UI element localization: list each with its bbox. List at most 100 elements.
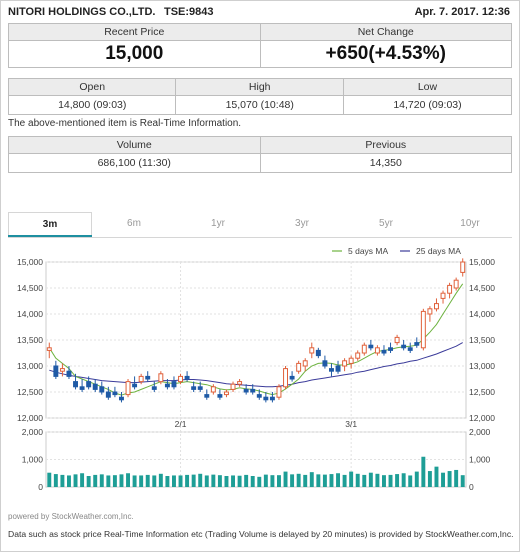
price-tick-label-left: 14,500: [17, 283, 43, 293]
candle-down: [263, 396, 269, 401]
tab-5yr[interactable]: 5yr: [379, 218, 393, 229]
net-change-label: Net Change: [259, 23, 512, 41]
candle-down: [401, 344, 407, 349]
tab-3m[interactable]: 3m: [8, 212, 92, 238]
candle-down: [407, 347, 413, 351]
price-tick-label-left: 12,500: [17, 387, 43, 397]
volume-bar: [132, 475, 137, 487]
price-tick-label-right: 13,000: [469, 361, 495, 371]
volume-bar: [329, 474, 334, 487]
volume-bar: [93, 474, 98, 487]
candle-down: [79, 386, 85, 390]
candle-up: [296, 362, 302, 372]
price-tick-label-right: 14,500: [469, 283, 495, 293]
quote-table: Recent Price Net Change 15,000 +650(+4.5…: [8, 23, 512, 68]
candle-down: [329, 368, 334, 372]
candle-down: [388, 347, 393, 351]
volume-bar: [362, 474, 367, 487]
candle-up: [427, 308, 433, 315]
candle-down: [315, 349, 321, 357]
volume-bar: [336, 473, 340, 487]
candle-down: [289, 375, 295, 380]
volume-bar: [434, 466, 439, 487]
volume-bar: [375, 473, 380, 487]
price-tick-label-right: 15,000: [469, 257, 495, 267]
candle-down: [105, 391, 111, 398]
ma25-legend-label: 25 days MA: [416, 246, 461, 256]
candle-up: [420, 310, 426, 349]
tab-6m[interactable]: 6m: [127, 218, 141, 229]
candle-down: [269, 396, 275, 401]
candle-up: [125, 381, 131, 396]
candle-up: [440, 292, 446, 299]
candle-up: [210, 386, 216, 393]
volume-bar: [224, 476, 229, 487]
volume-bar: [368, 472, 373, 487]
volume-bar: [296, 473, 301, 487]
volume-tick-label-right: 2,000: [469, 427, 491, 437]
volume-bar: [408, 475, 413, 487]
volume-bar: [388, 474, 393, 487]
price-tick-label-right: 12,500: [469, 387, 495, 397]
candle-down: [151, 386, 157, 390]
volume-bar: [211, 474, 216, 487]
volume-bar: [60, 474, 65, 487]
volume-tick-label-left: 2,000: [22, 427, 44, 437]
volume-bar: [277, 475, 281, 487]
candle-down: [92, 383, 98, 390]
low-label: Low: [342, 78, 513, 96]
candle-up: [355, 352, 361, 359]
price-tick-label-left: 13,000: [17, 361, 43, 371]
volume-bar: [441, 472, 445, 487]
candle-down: [164, 383, 170, 388]
volume-bar: [427, 471, 432, 487]
ticker-code: TSE:9843: [164, 6, 214, 18]
volume-bar: [349, 471, 354, 487]
period-tabs: 3m 6m 1yr 3yr 5yr 10yr: [8, 212, 512, 238]
chart-legend: 5 days MA 25 days MA: [332, 246, 461, 256]
candle-up: [342, 360, 348, 367]
chart-grid: [45, 261, 467, 488]
price-tick-label-right: 12,000: [469, 413, 495, 423]
candle-up: [361, 344, 367, 354]
volume-bar: [172, 475, 176, 487]
candle-down: [171, 381, 177, 388]
tab-10yr[interactable]: 10yr: [460, 218, 480, 229]
volume-bar: [217, 475, 222, 487]
recent-price-value: 15,000: [8, 40, 261, 68]
ohl-table: Open High Low 14,800 (09:03) 15,070 (10:…: [7, 78, 513, 115]
price-tick-label-left: 13,500: [17, 335, 43, 345]
volume-bar: [126, 473, 130, 487]
low-value: 14,720 (09:03): [342, 95, 513, 115]
ma5-layer: [48, 283, 464, 396]
candle-down: [119, 396, 124, 401]
quote-datetime: Apr. 7. 2017. 12:36: [414, 6, 510, 18]
volume-tick-label-right: 0: [469, 482, 474, 492]
volume-bar: [309, 472, 314, 487]
volume-bar: [185, 474, 190, 487]
volume-bar: [106, 475, 111, 487]
volume-bar: [99, 474, 104, 487]
candle-up: [237, 381, 243, 385]
candles-layer: [46, 258, 466, 403]
volume-table: Volume Previous 686,100 (11:30) 14,350: [8, 136, 512, 173]
candle-down: [414, 342, 420, 346]
candle-up: [276, 386, 282, 398]
candle-down: [73, 381, 78, 388]
high-label: High: [175, 78, 344, 96]
candle-up: [302, 360, 308, 367]
candle-down: [204, 394, 210, 398]
volume-bar: [421, 456, 426, 487]
candle-up: [230, 383, 236, 390]
volume-bar: [47, 472, 52, 487]
volume-bar: [382, 475, 386, 487]
volume-bar: [270, 475, 275, 487]
volume-bar: [401, 473, 406, 487]
tab-1yr[interactable]: 1yr: [211, 218, 225, 229]
volume-bar: [53, 474, 58, 487]
chart-axes: 15,000 15,000 14,500 14,500 14,000 14,000 13,5…: [17, 257, 495, 492]
stock-chart: 15,000 15,000 14,500 14,500 14,000 14,000 13,5…: [17, 246, 495, 492]
candle-down: [335, 365, 341, 372]
tab-3yr[interactable]: 3yr: [295, 218, 309, 229]
volume-tick-label-right: 1,000: [469, 455, 491, 465]
